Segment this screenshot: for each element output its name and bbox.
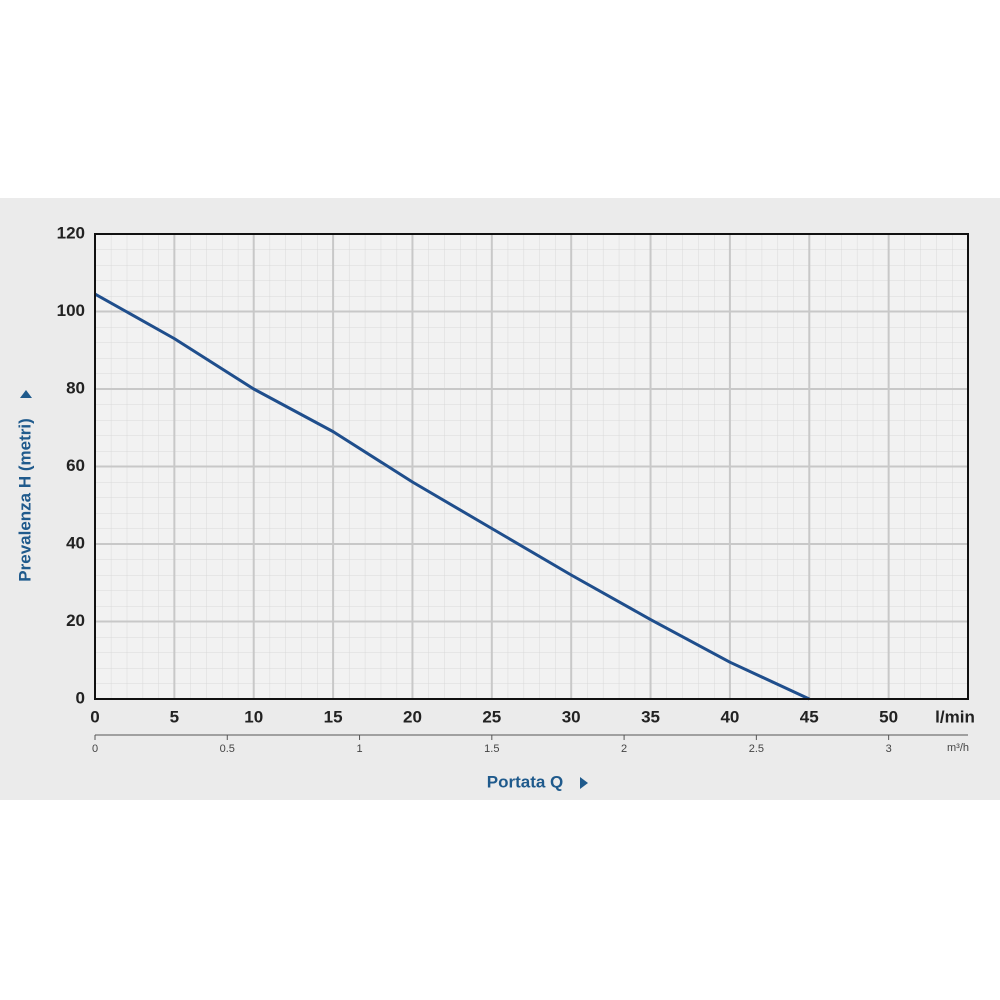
x-tick-label: 25 bbox=[482, 707, 501, 726]
x-tick-label: 15 bbox=[324, 707, 343, 726]
x2-tick-label: 1 bbox=[356, 743, 362, 755]
x2-unit: m³/h bbox=[947, 742, 969, 754]
x2-tick-label: 2 bbox=[621, 743, 627, 755]
x-tick-label: 30 bbox=[562, 707, 581, 726]
y-tick-label: 60 bbox=[66, 456, 85, 475]
x-tick-label: 35 bbox=[641, 707, 660, 726]
y-tick-label: 0 bbox=[76, 688, 85, 707]
x-axis-title: Portata Q bbox=[487, 772, 564, 791]
x-tick-label: 45 bbox=[800, 707, 819, 726]
x-tick-label: 50 bbox=[879, 707, 898, 726]
y-tick-label: 120 bbox=[57, 223, 85, 242]
x2-tick-label: 3 bbox=[886, 743, 892, 755]
x2-tick-label: 1.5 bbox=[484, 743, 499, 755]
x-tick-label: 20 bbox=[403, 707, 422, 726]
x-tick-label: 10 bbox=[244, 707, 263, 726]
y-tick-label: 20 bbox=[66, 611, 85, 630]
y-tick-label: 100 bbox=[57, 301, 85, 320]
x-arrow bbox=[580, 777, 588, 789]
x-tick-label: 40 bbox=[720, 707, 739, 726]
y-arrow bbox=[20, 390, 32, 398]
x-tick-label: 5 bbox=[170, 707, 179, 726]
x2-tick-label: 2.5 bbox=[749, 743, 764, 755]
curve bbox=[94, 292, 810, 701]
x2-tick-label: 0.5 bbox=[220, 743, 235, 755]
x2-tick-label: 0 bbox=[92, 743, 98, 755]
x-tick-label: 0 bbox=[90, 707, 99, 726]
y-tick-label: 40 bbox=[66, 533, 85, 552]
plot-border bbox=[94, 233, 969, 700]
y-axis-title: Prevalenza H (metri) bbox=[15, 418, 34, 581]
x-unit: l/min bbox=[935, 707, 975, 726]
y-tick-label: 80 bbox=[66, 378, 85, 397]
